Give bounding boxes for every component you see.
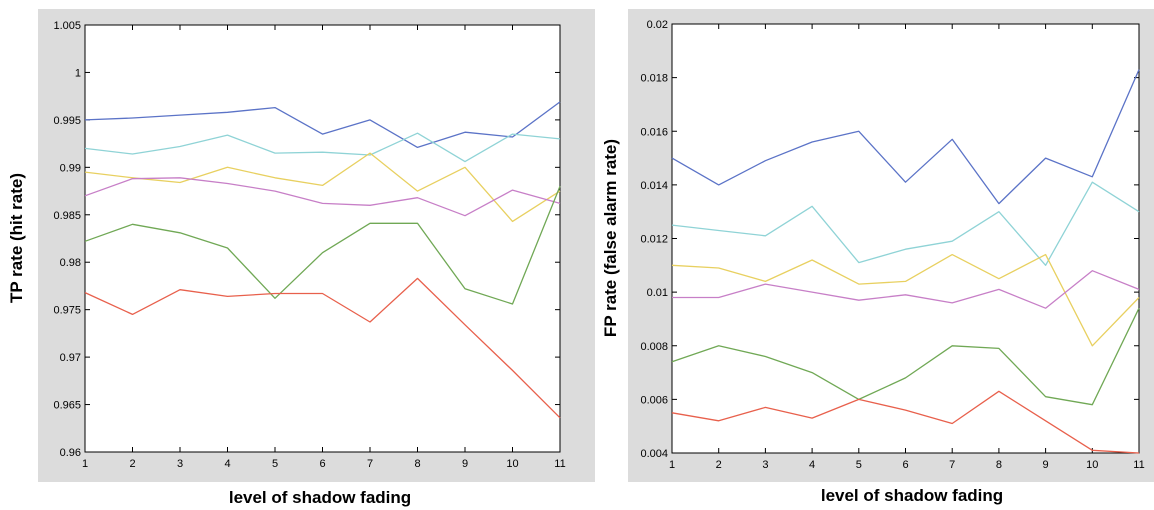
series-line-3 xyxy=(84,152,561,223)
y-tick-label: 0.02 xyxy=(647,19,668,31)
y-axis-title-right: FP rate (false alarm rate) xyxy=(601,139,620,337)
y-tick-label: 0.98 xyxy=(60,257,81,269)
series-line-2 xyxy=(671,181,1140,266)
x-tick-label: 7 xyxy=(367,458,373,470)
y-tick-label: 0.004 xyxy=(640,448,668,460)
x-tick-label: 8 xyxy=(414,458,420,470)
x-tick-label: 3 xyxy=(762,459,768,471)
x-axis-title-left: level of shadow fading xyxy=(229,488,411,507)
series-line-1 xyxy=(671,69,1140,205)
x-tick-label: 4 xyxy=(809,459,815,471)
y-tick-label: 0.97 xyxy=(60,352,81,364)
chart-marks-left: 1 2 3 4 5 6 7 8 9 10 11 0.96 0.965 0.97 0.975 0.98 0.985… xyxy=(53,20,565,470)
series-line-4 xyxy=(84,177,561,217)
x-tick-label: 2 xyxy=(129,458,135,470)
y-tick-label: 0.96 xyxy=(60,447,81,459)
x-tick-label: 5 xyxy=(272,458,278,470)
y-axis-title-left: TP rate (hit rate) xyxy=(7,173,26,303)
y-tick-label: 0.985 xyxy=(53,210,81,222)
x-tick-label: 8 xyxy=(996,459,1002,471)
series-line-2 xyxy=(84,132,561,163)
x-tick-label: 6 xyxy=(902,459,908,471)
x-tick-label: 11 xyxy=(554,458,565,470)
x-tick-label: 5 xyxy=(856,459,862,471)
x-tick-label: 4 xyxy=(224,458,230,470)
y-tick-label: 0.99 xyxy=(60,162,81,174)
y-tick-label: 0.965 xyxy=(53,400,81,412)
series-line-5 xyxy=(671,307,1140,406)
series-line-5 xyxy=(84,186,561,305)
y-tick-label: 0.012 xyxy=(640,234,668,246)
x-tick-label: 10 xyxy=(506,458,518,470)
series-line-6 xyxy=(671,390,1140,454)
y-tick-label: 1 xyxy=(75,67,81,79)
y-tick-label: 0.008 xyxy=(640,341,668,353)
x-tick-label: 1 xyxy=(82,458,88,470)
x-tick-label: 6 xyxy=(319,458,325,470)
y-tick-label: 0.018 xyxy=(640,73,668,85)
x-tick-label: 11 xyxy=(1133,459,1144,471)
y-tick-label: 0.016 xyxy=(640,126,668,138)
plot-area-right xyxy=(671,23,1140,454)
x-tick-label: 9 xyxy=(1043,459,1049,471)
chart-marks-right: 1 2 3 4 5 6 7 8 9 10 11 0.004 0.006 0.008 0.01 0.012 0.0… xyxy=(640,19,1144,471)
y-tick-label: 0.014 xyxy=(640,180,668,192)
y-tick-label: 0.995 xyxy=(53,115,81,127)
y-tick-label: 0.01 xyxy=(647,287,668,299)
x-tick-label: 9 xyxy=(462,458,468,470)
series-line-4 xyxy=(672,270,1140,309)
x-tick-label: 10 xyxy=(1086,459,1098,471)
series-line-3 xyxy=(671,253,1140,347)
x-tick-label: 2 xyxy=(716,459,722,471)
y-tick-label: 1.005 xyxy=(53,20,81,32)
y-tick-label: 0.975 xyxy=(53,305,81,317)
x-tick-label: 1 xyxy=(669,459,675,471)
series-line-6 xyxy=(84,277,561,419)
plot-area-left xyxy=(84,24,561,453)
x-tick-label: 3 xyxy=(177,458,183,470)
series-line-1 xyxy=(84,101,561,149)
x-tick-label: 7 xyxy=(949,459,955,471)
x-axis-title-right: level of shadow fading xyxy=(821,486,1003,505)
y-tick-label: 0.006 xyxy=(640,394,668,406)
